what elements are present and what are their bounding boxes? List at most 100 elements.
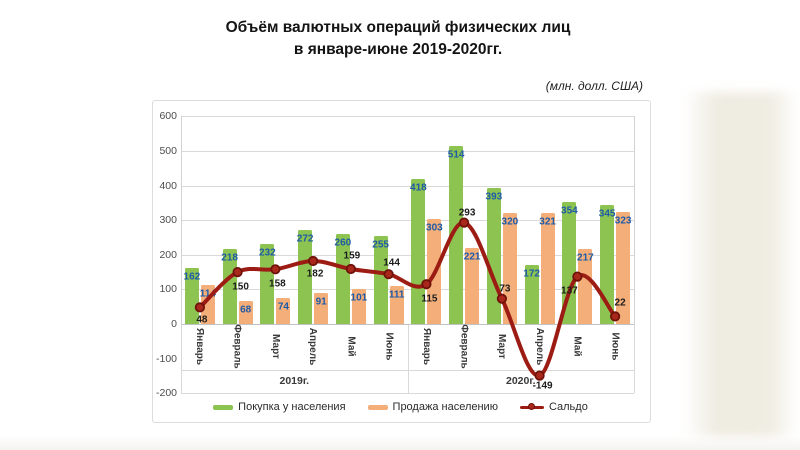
axis-group-divider — [181, 325, 182, 393]
bar-purchase-label: 260 — [334, 237, 352, 249]
bar-purchase — [449, 146, 464, 324]
bar-purchase-label: 514 — [447, 149, 465, 161]
gridline-300 — [181, 220, 634, 221]
saldo-label: 158 — [269, 278, 286, 290]
saldo-label: 182 — [306, 268, 324, 280]
saldo-label: 22 — [614, 297, 626, 309]
chart-title-line1: Объём валютных операций физических лиц — [225, 19, 571, 36]
chart-legend: Покупка у населения Продажа населению Саль… — [152, 401, 649, 413]
legend-label: Сальдо — [548, 401, 588, 413]
bar-purchase-label: 345 — [598, 208, 616, 220]
saldo-label: 73 — [499, 283, 511, 295]
saldo-label: 115 — [421, 293, 438, 305]
year-label-2020г.: 2020г. — [505, 375, 536, 387]
legend-marker-icon — [527, 403, 535, 410]
month-label-text: Январь — [194, 327, 206, 365]
saldo-label: 137 — [561, 285, 578, 297]
month-label-text: Июнь — [383, 332, 395, 360]
bar-sale-label: 321 — [539, 216, 556, 228]
bar-purchase-label: 255 — [372, 239, 389, 251]
month-label-text: Февраль — [232, 323, 244, 369]
bar-sale-label: 303 — [426, 222, 443, 234]
legend-label: Покупка у населения — [238, 401, 346, 413]
month-label-Январь: Январь — [405, 324, 447, 368]
month-label-text: Март — [269, 333, 281, 359]
month-label-Июнь: Июнь — [368, 324, 410, 368]
bar-sale-label: 114 — [199, 288, 216, 300]
units-note: (млн. долл. США) — [545, 79, 643, 93]
axis-group-divider — [634, 325, 635, 393]
y-tick-label-400: 400 — [159, 180, 177, 192]
month-label-Февраль: Февраль — [443, 324, 485, 368]
bar-sale-label: 320 — [501, 216, 519, 228]
bar-sale-label: 74 — [277, 301, 289, 313]
y-tick-label-0: 0 — [171, 318, 177, 330]
month-label-Июнь: Июнь — [594, 324, 636, 368]
bar-purchase — [486, 188, 501, 324]
month-label-Март: Март — [254, 324, 296, 368]
bar-purchase-label: 418 — [410, 182, 427, 194]
gridline-500 — [181, 151, 634, 152]
y-axis-line — [181, 116, 182, 393]
saldo-label: 159 — [343, 250, 361, 262]
month-label-Май: Май — [556, 324, 598, 368]
bar-sale-label: 111 — [388, 289, 405, 301]
y-tick-label-300: 300 — [159, 214, 177, 226]
bar-purchase — [600, 204, 615, 324]
chart-title: Объём валютных операций физических лиц в… — [0, 17, 796, 61]
bar-sale — [540, 212, 555, 324]
legend-line-swatch-icon — [519, 402, 544, 412]
bar-purchase-label: 218 — [221, 252, 238, 264]
bar-sale — [427, 219, 442, 324]
bar-purchase-label: 172 — [523, 268, 540, 279]
bar-purchase-label: 393 — [485, 191, 503, 203]
legend-label: Продажа населению — [392, 401, 498, 413]
saldo-label: 48 — [196, 314, 208, 326]
month-label-text: Январь — [420, 327, 432, 365]
month-label-text: Февраль — [458, 323, 470, 369]
month-label-text: Март — [496, 333, 508, 359]
legend-item-bar: Продажа населению — [367, 401, 498, 413]
y-tick-label-100: 100 — [159, 283, 177, 295]
saldo-label: -149 — [532, 380, 553, 392]
month-label-text: Июнь — [609, 332, 621, 360]
bar-sale-label: 68 — [240, 304, 252, 315]
y-tick-label--200: -200 — [155, 387, 177, 399]
month-label-Февраль: Февраль — [217, 324, 259, 368]
background-vignette-bottom — [0, 436, 800, 450]
saldo-label: 293 — [458, 207, 476, 219]
bar-purchase — [562, 201, 577, 324]
bar-sale — [502, 213, 517, 324]
month-label-Январь: Январь — [179, 324, 221, 368]
plot-right-border — [634, 116, 635, 393]
legend-item-bar: Покупка у населения — [213, 401, 346, 413]
saldo-label: 144 — [383, 257, 400, 269]
y-tick-label-500: 500 — [159, 145, 177, 157]
month-label-text: Май — [571, 335, 583, 357]
bar-purchase-label: 232 — [259, 247, 276, 259]
month-label-Апрель: Апрель — [292, 324, 334, 368]
gridline-600 — [181, 116, 634, 117]
legend-bar-swatch-icon — [213, 404, 234, 410]
month-label-Март: Март — [481, 324, 523, 368]
y-tick-label-200: 200 — [159, 249, 177, 261]
chart-title-line2: в январе-июне 2019-2020гг. — [293, 41, 503, 58]
background-vignette-right — [683, 92, 795, 437]
bar-sale-label: 101 — [350, 292, 368, 304]
month-label-Май: Май — [330, 324, 372, 368]
month-label-text: Апрель — [307, 327, 319, 365]
y-tick-label-600: 600 — [159, 110, 177, 122]
saldo-label: 150 — [232, 281, 249, 293]
month-label-Апрель: Апрель — [519, 324, 561, 368]
legend-item-saldo: Сальдо — [519, 401, 588, 413]
axis-bottom-border — [181, 393, 634, 394]
year-label-2019г.: 2019г. — [279, 375, 310, 387]
gridline-400 — [181, 186, 634, 187]
bar-sale-label: 217 — [577, 252, 594, 264]
y-tick-label--100: -100 — [155, 353, 177, 365]
legend-bar-swatch-icon — [367, 404, 388, 410]
bar-purchase-label: 162 — [183, 271, 201, 283]
bar-purchase-label: 354 — [561, 205, 578, 216]
month-label-text: Апрель — [534, 327, 546, 365]
